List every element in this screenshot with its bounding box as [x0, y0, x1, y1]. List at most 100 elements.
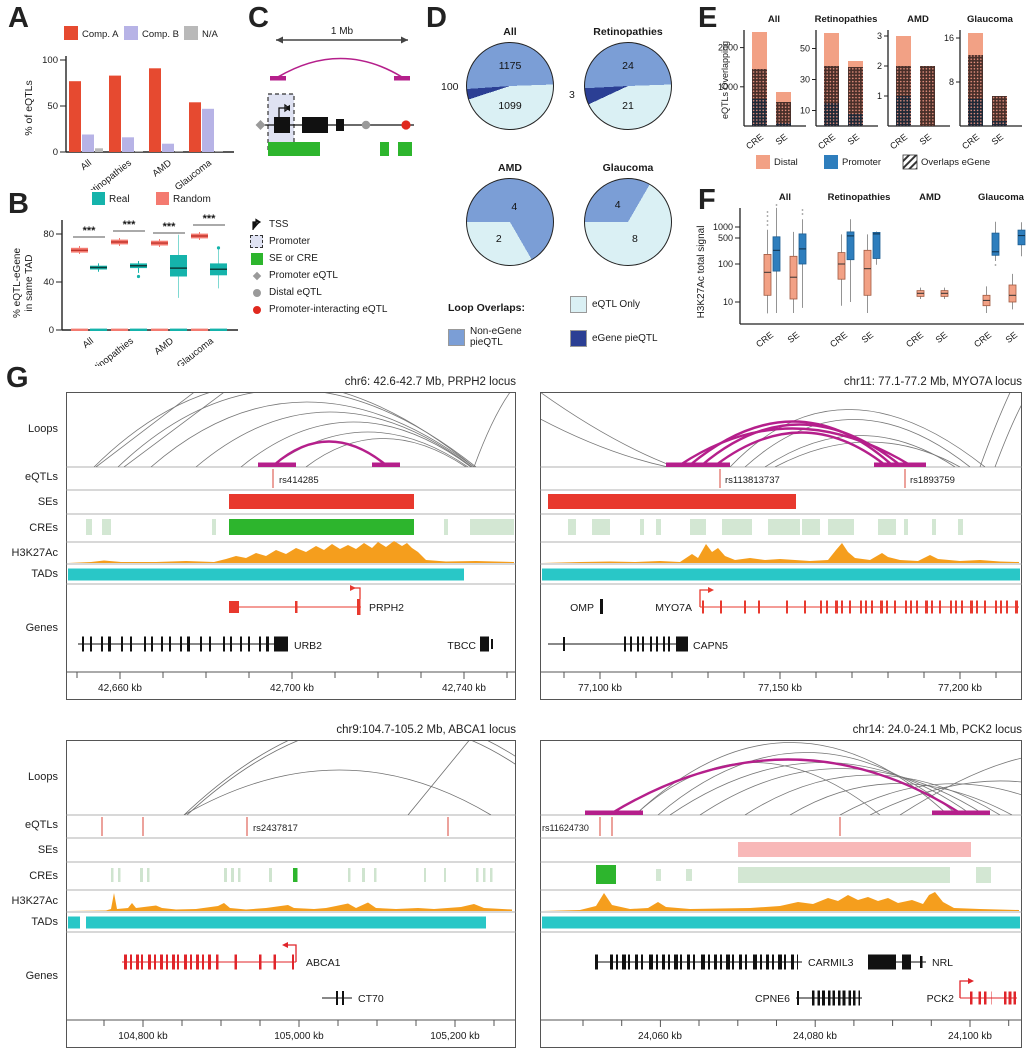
panel-f-box-plots: H3K27Ac total signal All Retinopathies A…: [696, 192, 1026, 350]
panel-e-chart-glaucoma: Glaucoma 16 8 CRE SE: [944, 14, 1022, 151]
svg-text:CRE: CRE: [960, 132, 981, 152]
svg-text:100: 100: [42, 55, 58, 66]
na-swatch: [184, 26, 198, 40]
pie-amd-eqtl-only-value: 2: [495, 233, 502, 246]
svg-text:40: 40: [43, 277, 54, 288]
svg-text:80: 80: [43, 229, 54, 240]
locus2-tick-1: 77,150 kb: [758, 683, 802, 694]
promoter-eqtl-diamond: [255, 120, 266, 130]
locus3-eqtl-rs2437817: rs2437817: [253, 823, 298, 834]
svg-text:All: All: [768, 14, 780, 25]
se-cre-icon: [250, 252, 263, 265]
panel-e-chart-retinopathies: Retinopathies 50 30 10 CRE SE: [800, 14, 878, 151]
gene-abca1: ABCA1: [122, 942, 341, 970]
locus3-eqtls: rs2437817: [101, 817, 449, 836]
locus2-axis: 77,100 kb 77,150 kb 77,200 kb: [540, 671, 1022, 694]
se-cre-blocks: [268, 142, 412, 156]
svg-text:30: 30: [800, 75, 810, 85]
svg-text:1000: 1000: [713, 222, 733, 232]
track-label-h3k27ac-2: H3K27Ac: [11, 895, 58, 907]
svg-text:Glaucoma: Glaucoma: [978, 192, 1025, 203]
gene-tbcc: TBCC: [447, 636, 493, 652]
track-label-ses-2: SEs: [37, 844, 58, 856]
svg-text:Retinopathies: Retinopathies: [815, 14, 878, 25]
legend-distal-eqtl: Distal eQTL: [269, 287, 322, 298]
pie-all-eqtl-only-value: 1099: [498, 99, 522, 112]
gene-label-capn5: CAPN5: [693, 640, 728, 652]
panel-g-label: G: [6, 362, 29, 394]
svg-text:Random: Random: [173, 194, 211, 205]
svg-text:All: All: [81, 336, 96, 351]
locus3-tracks: rs2437817 ABCA1 CT70 104,800 kb 105,000 …: [66, 740, 516, 1048]
track-label-cres-2: CREs: [29, 870, 58, 882]
panel-e-label: E: [698, 2, 718, 34]
track-label-loops-2: Loops: [28, 771, 58, 783]
panel-f-boxes: [763, 204, 1026, 314]
distal-eqtl-icon: [250, 288, 263, 297]
locus2-eqtl-rs1893759: rs1893759: [910, 475, 955, 486]
pie-amd: AMD 4 2: [462, 162, 558, 266]
locus1-eqtl-rs414285: rs414285: [279, 475, 319, 486]
pie-all-egene-value: 100: [441, 81, 459, 93]
pie-glaucoma-title: Glaucoma: [602, 162, 654, 174]
svg-text:***: ***: [123, 219, 137, 231]
locus1-cres: [86, 519, 514, 535]
panel-b-boxes: [71, 232, 227, 331]
svg-text:CRE: CRE: [754, 330, 775, 350]
panel-b-yticks: 80 40 0: [43, 229, 62, 336]
legend-promoter: Promoter: [269, 236, 311, 247]
comp-a-label: Comp. A: [82, 29, 119, 40]
locus2-eqtls: rs113813737 rs1893759: [719, 469, 955, 488]
locus4-loops: [585, 742, 1022, 815]
locus2-title: chr11: 77.1-77.2 Mb, MYO7A locus: [843, 376, 1022, 388]
locus3-h3k27ac-signal: [68, 893, 512, 911]
gene-label-abca1: ABCA1: [306, 957, 341, 969]
panel-b-ylabel-2: in same TAD: [24, 255, 35, 312]
panel-b-significance: *** *** *** ***: [73, 213, 225, 238]
pie-all: All 1175 1099 100: [441, 26, 558, 130]
locus3-genes: ABCA1 CT70: [122, 942, 384, 1005]
pie-retino-egene-value: 3: [569, 89, 575, 101]
svg-text:All: All: [79, 158, 94, 173]
locus4-title: chr14: 24.0-24.1 Mb, PCK2 locus: [852, 724, 1022, 736]
track-label-tads-2: TADs: [31, 916, 58, 928]
svg-text:AMD: AMD: [907, 14, 929, 25]
gene-capn5: CAPN5: [548, 636, 728, 652]
gene-label-tbcc: TBCC: [447, 640, 476, 652]
locus1-h3k27ac-signal: [68, 541, 514, 563]
svg-text:Real: Real: [109, 194, 130, 205]
locus4-genes: CARMIL3 NRL CPNE6 PCK2: [595, 954, 1017, 1006]
panel-b-xlabels: All Retinopathies AMD Glaucoma: [81, 335, 217, 366]
pie-retino-chart: 24 21 3: [569, 42, 672, 130]
svg-text:50: 50: [800, 44, 810, 54]
panel-f-group-titles: All Retinopathies AMD Glaucoma: [779, 192, 1025, 203]
panel-a-bar-chart: Comp. A Comp. B N/A % of eQTLs 100 50 0 …: [23, 26, 234, 190]
track-label-eqtls: eQTLs: [24, 471, 58, 483]
locus3-tick-0: 104,800 kb: [118, 1031, 168, 1042]
svg-text:1000: 1000: [718, 82, 738, 92]
locus1-se-bar: [229, 494, 414, 509]
gene-label-urb2: URB2: [294, 640, 322, 652]
locus4-cres: [596, 865, 991, 884]
locus1-title: chr6: 42.6-42.7 Mb, PRPH2 locus: [344, 376, 516, 388]
pie-all-non-egene-value: 1175: [498, 60, 522, 73]
locus1-genes: PRPH2 URB2 TBCC: [78, 585, 493, 652]
pie-glaucoma-non-egene-value: 4: [614, 198, 621, 211]
promoter-interacting-eqtl-circle: [401, 120, 411, 130]
svg-text:500: 500: [718, 233, 733, 243]
gene-label-ct70: CT70: [358, 993, 384, 1005]
svg-text:0: 0: [53, 147, 58, 158]
panel-b-ylabel-1: % eQTL-eGene: [12, 248, 23, 318]
locus4-tick-2: 24,100 kb: [948, 1031, 992, 1042]
panel-e-chart-all: All 2000 1000 CRE SE: [718, 14, 806, 151]
track-label-genes: Genes: [25, 622, 58, 634]
locus4-tick-1: 24,080 kb: [793, 1031, 837, 1042]
locus3-title: chr9:104.7-105.2 Mb, ABCA1 locus: [336, 724, 516, 736]
locus2-loops: [540, 392, 1022, 467]
panel-a-bars: [69, 68, 223, 152]
locus4-tad-bar: [542, 916, 1020, 929]
pie-retino-non-egene-value: 24: [622, 60, 634, 73]
gene-pck2: PCK2: [927, 978, 1017, 1005]
gene-urb2: URB2: [78, 636, 322, 652]
panel-c-schematic: 1 Mb: [255, 26, 414, 156]
